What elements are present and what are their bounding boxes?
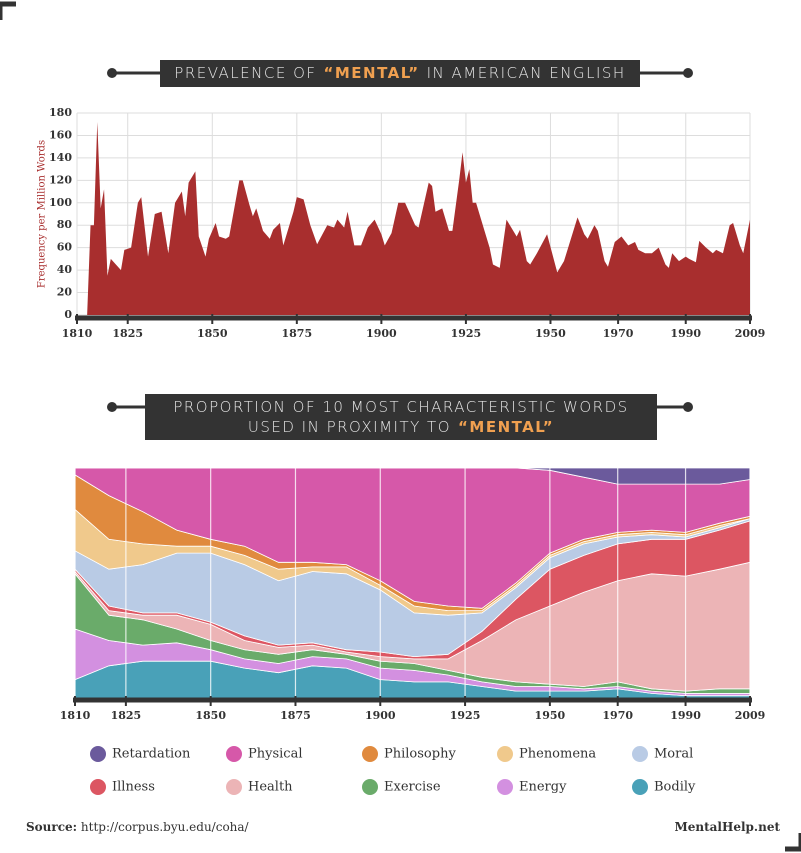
y-tick-label: 0 [64,308,72,321]
legend-swatch [497,779,513,795]
legend-label: Exercise [384,780,441,795]
x-tick-label: 1970 [602,709,633,722]
title-box [160,60,640,87]
title-text: PROPORTION OF 10 MOST CHARACTERISTIC WOR… [173,398,629,416]
y-tick-label: 60 [57,241,73,254]
y-tick-label: 100 [49,196,72,209]
x-tick-label: 1825 [111,709,142,722]
legend-swatch [362,779,378,795]
x-tick-label: 1990 [670,709,701,722]
source: Source: http://corpus.byu.edu/coha/ [26,820,249,834]
title-dot [683,68,693,78]
y-tick-label: 160 [49,128,72,141]
legend-swatch [226,779,242,795]
title-text: IN AMERICAN ENGLISH [426,64,626,82]
title-text: PREVALENCE OF [174,64,317,82]
x-tick-label: 1970 [603,327,634,340]
source-label: Source: [26,820,78,834]
title-dot [107,68,117,78]
x-tick-label: 1900 [365,709,396,722]
x-tick-label: 1810 [62,327,93,340]
y-tick-label: 120 [49,173,72,186]
legend-label: Health [248,780,293,795]
chart-title: PREVALENCE OF “MENTAL” IN AMERICAN ENGLISH [160,63,640,83]
title-dot [107,402,117,412]
legend-swatch [632,746,648,762]
legend-swatch [226,746,242,762]
x-tick-label: 1850 [195,709,226,722]
source-url: http://corpus.byu.edu/coha/ [80,820,249,834]
legend-label: Philosophy [384,747,456,762]
legend-label: Illness [112,780,155,795]
x-tick-label: 1875 [280,709,311,722]
legend-label: Phenomena [519,747,596,762]
legend-swatch [632,779,648,795]
x-tick-label: 1900 [366,327,397,340]
x-tick-label: 1950 [535,709,566,722]
x-tick-label: 2009 [735,327,766,340]
legend-label: Physical [248,747,302,762]
legend-swatch [90,779,106,795]
x-tick-label: 1950 [535,327,566,340]
title-highlight: “MENTAL” [458,418,555,436]
x-tick-label: 1990 [670,327,701,340]
x-tick-label: 1810 [60,709,91,722]
title-text: USED IN PROXIMITY TO [247,418,452,436]
x-tick-label: 1850 [197,327,228,340]
x-tick-label: 1825 [112,327,143,340]
legend-swatch [362,746,378,762]
y-tick-label: 40 [57,263,73,276]
legend-label: Moral [654,747,693,762]
legend-swatch [497,746,513,762]
legend-label: Retardation [112,747,191,762]
legend-label: Bodily [654,780,696,795]
brand: MentalHelp.net [674,820,780,834]
legend-label: Energy [519,780,567,795]
x-tick-label: 1875 [282,327,313,340]
y-tick-label: 80 [57,218,73,231]
y-axis-label: Frequency per Million Words [37,140,48,288]
x-tick-label: 1925 [450,709,481,722]
y-tick-label: 180 [49,106,72,119]
area [87,121,750,315]
legend-swatch [90,746,106,762]
y-tick-label: 140 [49,151,72,164]
title-highlight: “MENTAL” [323,64,420,82]
x-tick-label: 2009 [735,709,766,722]
y-tick-label: 20 [57,286,73,299]
title-box [145,394,657,440]
chart-title: PROPORTION OF 10 MOST CHARACTERISTIC WOR… [145,397,657,437]
x-tick-label: 1925 [451,327,482,340]
title-dot [683,402,693,412]
